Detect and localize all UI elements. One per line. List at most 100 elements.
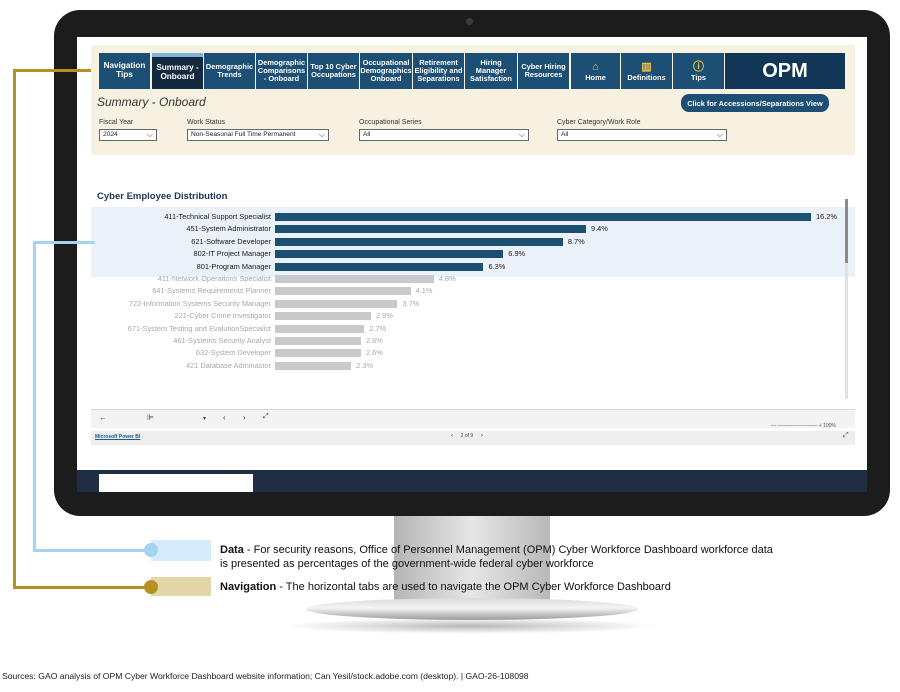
nav-tab[interactable]: Cyber Hiring Resources bbox=[518, 53, 569, 89]
navigation-callout-body: - The horizontal tabs are used to naviga… bbox=[276, 581, 671, 593]
occupational-series-value: All bbox=[363, 131, 371, 138]
bar[interactable] bbox=[275, 312, 371, 321]
monitor-stand-shadow bbox=[280, 618, 660, 634]
book-icon: ▥ bbox=[641, 60, 652, 73]
occupational-series-select[interactable]: All ⌵ bbox=[359, 129, 529, 141]
zoom-level: 100% bbox=[823, 423, 836, 429]
occupational-series-label: Occupational Series bbox=[359, 119, 422, 126]
nav-tab[interactable]: Demographic Trends bbox=[204, 53, 255, 89]
bar[interactable] bbox=[275, 287, 411, 296]
nav-tab[interactable]: Top 10 Cyber Occupations bbox=[308, 53, 359, 89]
bar[interactable] bbox=[275, 361, 352, 370]
navigation-callout-line bbox=[13, 586, 153, 589]
navigation-callout-marker bbox=[151, 577, 211, 596]
navigation-callout-line bbox=[13, 70, 16, 588]
page-next-icon[interactable]: › bbox=[480, 433, 483, 439]
work-status-value: Non-Seasonal Full Time Permanent bbox=[191, 131, 296, 138]
scrollbar-thumb[interactable] bbox=[845, 199, 848, 263]
cyber-category-value: All bbox=[561, 131, 569, 138]
bar[interactable] bbox=[275, 324, 365, 333]
page-indicator: 2 of 9 bbox=[460, 433, 474, 439]
bar[interactable] bbox=[275, 237, 563, 246]
data-callout-marker bbox=[151, 540, 211, 561]
chevron-down-icon: ⌵ bbox=[146, 130, 153, 139]
webcam-dot bbox=[466, 18, 473, 25]
navigation-callout-dot bbox=[144, 580, 158, 594]
power-bi-link[interactable]: Microsoft Power BI bbox=[95, 434, 141, 440]
nav-tab[interactable]: Retirement Eligibility and Separations bbox=[413, 53, 464, 89]
data-callout-line bbox=[33, 243, 36, 551]
category-label: 461-Systems Security Analyst bbox=[173, 336, 271, 345]
zoom-control[interactable]: — ———————— + 100% bbox=[771, 423, 836, 429]
bar[interactable] bbox=[275, 349, 362, 358]
bookmark-dropdown-icon[interactable]: ▾ bbox=[203, 416, 207, 422]
nav-tab[interactable]: Hiring Manager Satisfaction bbox=[465, 53, 517, 89]
value-label: 8.7% bbox=[567, 236, 585, 246]
nav-tab[interactable]: Summary - Onboard bbox=[152, 53, 203, 89]
category-label: 621-Software Developer bbox=[191, 236, 271, 246]
nav-tab[interactable]: Demographic Comparisons - Onboard bbox=[256, 53, 307, 89]
value-label: 16.2% bbox=[816, 212, 837, 221]
nav-tab-home[interactable]: ⌂ Home bbox=[571, 53, 620, 89]
work-status-label: Work Status bbox=[187, 119, 225, 126]
bookmark-icon[interactable]: ⊫ bbox=[147, 413, 154, 422]
next-icon[interactable]: › bbox=[243, 413, 246, 422]
bar[interactable] bbox=[275, 299, 398, 308]
cyber-category-label: Cyber Category/Work Role bbox=[557, 119, 641, 126]
value-label: 6.9% bbox=[508, 249, 526, 259]
cyber-category-select[interactable]: All ⌵ bbox=[557, 129, 727, 141]
data-callout-line bbox=[33, 241, 95, 244]
value-label: 4.1% bbox=[415, 286, 433, 296]
category-label: 671-System Testing and EvalutionSpeciali… bbox=[127, 323, 271, 333]
monitor-stand-neck bbox=[394, 516, 550, 604]
navigation-callout-title: Navigation bbox=[220, 581, 277, 593]
taskbar-box bbox=[99, 474, 253, 492]
value-label: 3.7% bbox=[402, 298, 420, 308]
category-label: 411-Network Operations Specialist bbox=[157, 274, 271, 283]
nav-tab-label: Definitions bbox=[627, 72, 666, 82]
fiscal-year-value: 2024 bbox=[103, 131, 118, 138]
accessions-separations-button[interactable]: Click for Accessions/Separations View bbox=[681, 94, 829, 112]
value-label: 4.8% bbox=[438, 274, 456, 283]
category-label: 801-Program Manager bbox=[196, 261, 271, 271]
expand-arrows-icon[interactable]: ⤢ bbox=[263, 413, 269, 420]
value-label: 2.6% bbox=[366, 336, 383, 345]
chevron-down-icon: ⌵ bbox=[318, 130, 325, 139]
scrollbar-track[interactable] bbox=[845, 199, 848, 399]
nav-tab-label: Tips bbox=[690, 72, 707, 82]
previous-icon[interactable]: ‹ bbox=[223, 413, 226, 422]
value-label: 6.3% bbox=[488, 261, 506, 271]
value-label: 9.4% bbox=[591, 224, 608, 234]
nav-tab[interactable]: Navigation Tips bbox=[99, 53, 150, 89]
value-label: 2.6% bbox=[366, 348, 383, 358]
opm-logo: OPM bbox=[725, 53, 845, 89]
data-callout-line bbox=[33, 549, 153, 552]
back-arrow-icon[interactable]: ← bbox=[99, 413, 107, 422]
nav-tab-label: Home bbox=[585, 72, 606, 82]
category-label: 451-System Administrator bbox=[186, 224, 271, 234]
fiscal-year-select[interactable]: 2024 ⌵ bbox=[99, 129, 157, 141]
nav-tab[interactable]: Occupational Demographics Onboard bbox=[360, 53, 412, 89]
monitor-stand-base bbox=[306, 598, 638, 620]
home-icon: ⌂ bbox=[592, 60, 599, 73]
bar[interactable] bbox=[275, 337, 362, 345]
bar[interactable] bbox=[275, 250, 504, 259]
value-label: 2.9% bbox=[375, 311, 393, 321]
bar[interactable] bbox=[275, 213, 811, 221]
bar[interactable] bbox=[275, 275, 434, 283]
nav-tab-definitions[interactable]: ▥ Definitions bbox=[621, 53, 672, 89]
nav-tab-tips[interactable]: ⓘ Tips bbox=[673, 53, 724, 89]
category-label: 641-Systems Requirements Planner bbox=[152, 286, 271, 296]
navigation-callout-text: Navigation - The horizontal tabs are use… bbox=[220, 580, 780, 594]
page-prev-icon[interactable]: ‹ bbox=[451, 433, 453, 439]
page-title: Summary - Onboard bbox=[97, 95, 206, 109]
bar[interactable] bbox=[275, 225, 586, 234]
fullscreen-icon[interactable]: ⤢ bbox=[843, 432, 849, 439]
bar[interactable] bbox=[275, 262, 484, 271]
category-label: 411-Technical Support Specialist bbox=[164, 212, 271, 221]
work-status-select[interactable]: Non-Seasonal Full Time Permanent ⌵ bbox=[187, 129, 329, 141]
data-callout-body: - For security reasons, Office of Person… bbox=[220, 544, 773, 570]
chevron-down-icon: ⌵ bbox=[716, 130, 723, 139]
power-bi-footer: Microsoft Power BI ‹ 2 of 9 › — ————————… bbox=[91, 423, 855, 445]
page-navigator: ‹ 2 of 9 › bbox=[451, 433, 483, 439]
